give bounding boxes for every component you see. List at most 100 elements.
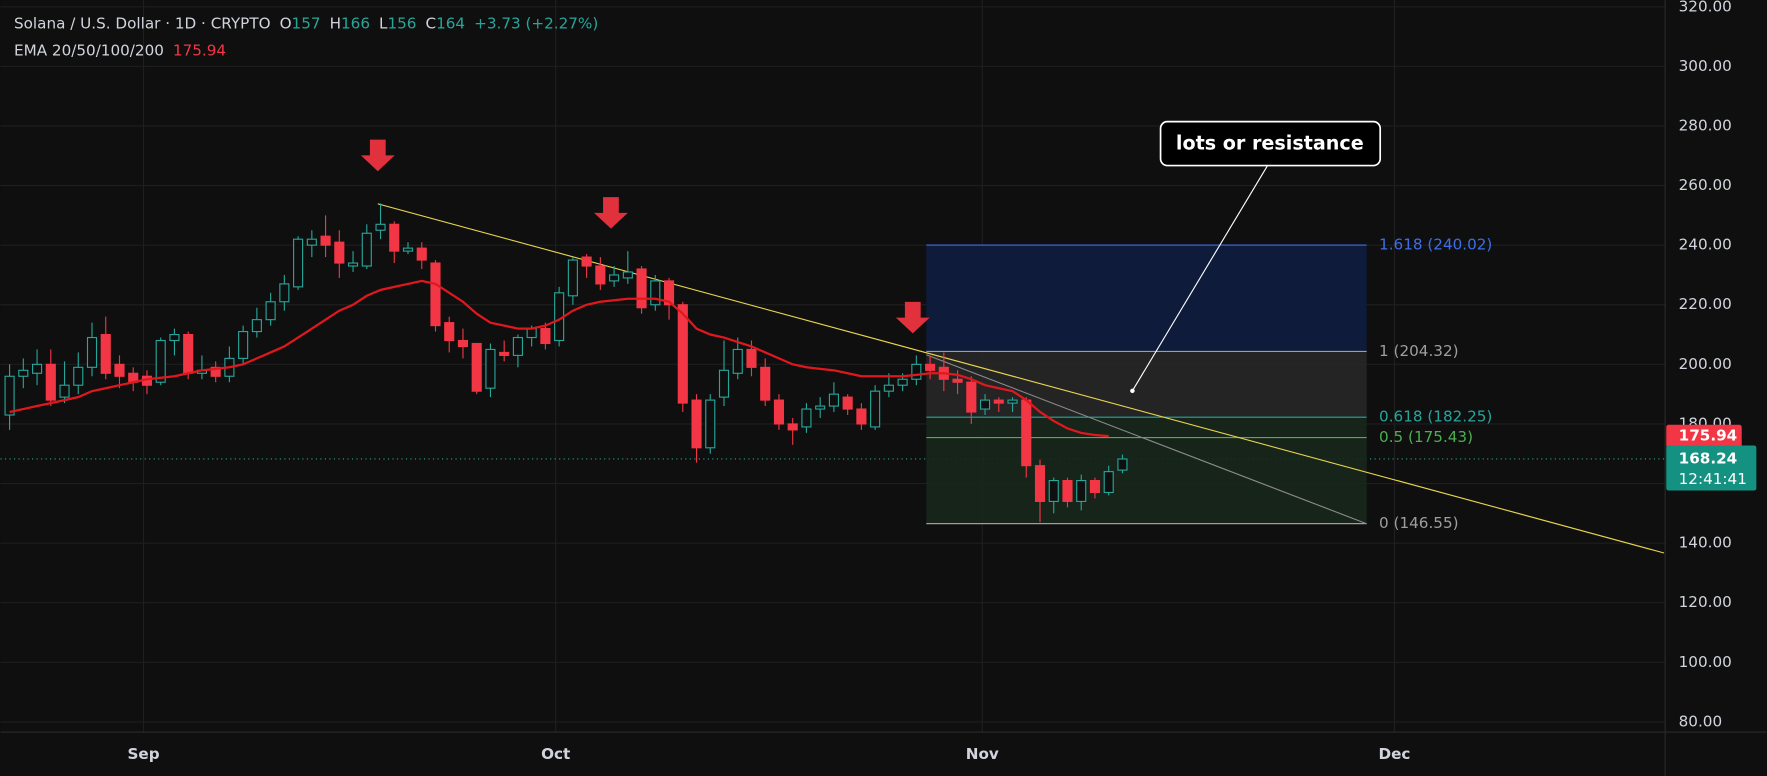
callout-line: [1131, 165, 1269, 392]
ohlc-key: C: [425, 14, 436, 32]
candle-body: [279, 283, 290, 303]
candle-body: [1089, 480, 1101, 494]
candle-body: [45, 363, 56, 401]
candle-body: [402, 247, 414, 252]
y-tick-label: 300.00: [1679, 57, 1732, 75]
y-tick-label: 140.00: [1679, 534, 1732, 552]
candle-body: [361, 232, 372, 267]
fib-zone: [926, 437, 1367, 524]
close: 164: [436, 14, 465, 32]
candle-body: [815, 405, 826, 410]
fib-retracement: 1.618 (240.02) 1 (204.32) 0.618 (182.25) 0.…: [926, 236, 1492, 532]
candle-body: [1103, 471, 1114, 494]
low: 156: [387, 14, 416, 32]
callout-dot: [1130, 388, 1135, 394]
candle-body: [567, 259, 578, 297]
candle-body: [691, 399, 702, 449]
candle-body: [1034, 465, 1046, 502]
candle-body: [609, 274, 620, 282]
price-tag-label: 168.24: [1679, 449, 1738, 467]
candle-body: [86, 336, 98, 368]
candle-body: [870, 390, 881, 428]
countdown: 12:41:41: [1679, 470, 1747, 488]
candle-body: [622, 271, 633, 279]
time-axis: [0, 732, 1767, 776]
candle-body: [73, 366, 84, 386]
indicator-line: EMA 20/50/100/200 175.94: [14, 41, 226, 59]
x-tick-label: Nov: [966, 745, 999, 763]
y-tick-label: 200.00: [1679, 355, 1732, 373]
candle-body: [31, 363, 43, 374]
candle-body: [911, 363, 922, 380]
ohlc-key: H: [330, 14, 341, 32]
symbol: Solana / U.S. Dollar · 1D · CRYPTO: [14, 14, 271, 32]
candle-body: [746, 348, 757, 368]
x-tick-label: Dec: [1379, 745, 1411, 763]
x-tick-label: Oct: [541, 745, 570, 763]
candle-body: [183, 333, 194, 374]
candle-body: [375, 223, 386, 231]
candle-body: [1021, 399, 1032, 467]
candle-body: [306, 238, 317, 246]
ohlc-key: L: [379, 14, 388, 32]
candle-body: [801, 408, 812, 428]
candle-body: [100, 333, 111, 374]
candle-body: [169, 333, 180, 342]
high: 166: [341, 14, 370, 32]
y-tick-label: 240.00: [1679, 236, 1732, 254]
candle-body: [238, 331, 249, 359]
candle-body: [773, 399, 785, 425]
ema-tag: [1666, 424, 1742, 448]
fib-label: 1.618 (240.02): [1379, 236, 1492, 254]
candle-body: [334, 241, 345, 264]
candle-body: [540, 328, 551, 345]
candle-body: [320, 235, 331, 246]
candle-body: [856, 408, 867, 425]
y-tick-label: 220.00: [1679, 295, 1732, 313]
candle-body: [526, 328, 537, 339]
callout-box: [1159, 120, 1382, 167]
candle-body: [732, 348, 743, 374]
candle-body: [952, 378, 963, 383]
candle-body: [595, 265, 606, 285]
candle-body: [718, 369, 730, 398]
candle-body: [1062, 480, 1073, 502]
fib-zone: [926, 351, 1367, 418]
candle-body: [293, 238, 304, 288]
candle-body: [581, 256, 592, 267]
candle-body: [265, 301, 276, 321]
candle-body: [210, 366, 221, 377]
candle-body: [993, 399, 1004, 404]
change: +3.73 (+2.27%): [474, 14, 598, 32]
fib-label: 0.5 (175.43): [1379, 428, 1473, 446]
price-tag: [1666, 445, 1757, 491]
candle-body: [842, 396, 853, 410]
y-tick-label: 320.00: [1679, 0, 1732, 15]
candle-body: [512, 336, 523, 356]
candle-body: [389, 223, 400, 252]
candle-body: [416, 247, 427, 261]
x-tick-label: Sep: [127, 745, 159, 763]
fib-zone: [926, 245, 1367, 352]
candle-body: [636, 268, 647, 309]
candle-body: [1007, 399, 1018, 404]
ema-tag-label: 175.94: [1679, 427, 1738, 445]
y-tick-label: 260.00: [1679, 176, 1732, 194]
candle-body: [347, 262, 359, 267]
candle-body: [966, 381, 977, 413]
candle-body: [883, 384, 894, 392]
fib-trend-line: [926, 354, 1367, 525]
candle-body: [787, 423, 798, 431]
open: 157: [292, 14, 321, 32]
candle-body: [499, 351, 510, 356]
candle-body: [485, 348, 496, 389]
candle-body: [59, 384, 70, 398]
legend-line: Solana / U.S. Dollar · 1D · CRYPTO O157 H1…: [14, 14, 598, 32]
fib-label: 1 (204.32): [1379, 342, 1458, 360]
candle-body: [457, 339, 469, 348]
candle-body: [760, 366, 771, 401]
y-tick-label: 280.00: [1679, 116, 1732, 134]
